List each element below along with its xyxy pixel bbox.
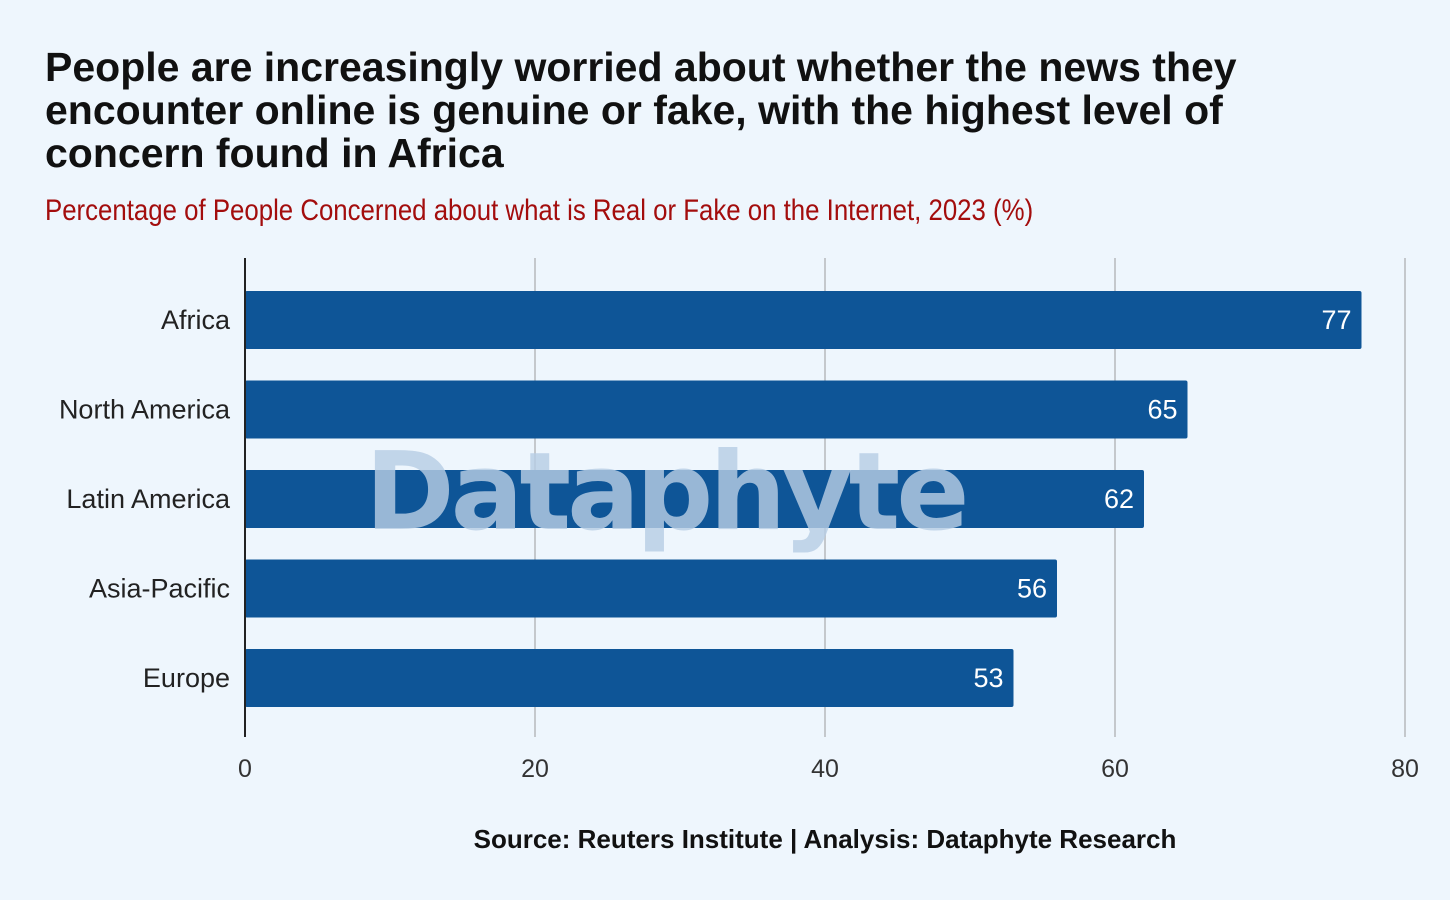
chart-title: People are increasingly worried about wh… bbox=[45, 44, 1237, 176]
category-label: Asia-Pacific bbox=[89, 574, 230, 604]
category-label: Europe bbox=[143, 663, 230, 693]
data-label: 56 bbox=[1017, 574, 1047, 604]
x-tick-label: 20 bbox=[521, 755, 549, 783]
bar bbox=[245, 559, 1057, 618]
x-tick-label: 80 bbox=[1391, 755, 1419, 783]
x-tick-label: 40 bbox=[811, 755, 839, 783]
category-labels: Africa North America Latin America Asia-Pac… bbox=[59, 305, 231, 693]
data-label: 62 bbox=[1104, 484, 1134, 514]
x-tick-label: 60 bbox=[1101, 755, 1129, 783]
bar bbox=[245, 649, 1014, 707]
data-label: 53 bbox=[973, 663, 1003, 693]
source-caption: Source: Reuters Institute | Analysis: Da… bbox=[473, 824, 1177, 854]
bar bbox=[245, 291, 1362, 349]
data-label: 65 bbox=[1147, 395, 1177, 425]
x-tick-label: 0 bbox=[238, 755, 252, 783]
data-label: 77 bbox=[1321, 305, 1351, 335]
category-label: North America bbox=[59, 395, 231, 425]
bar bbox=[245, 380, 1188, 439]
chart-subtitle: Percentage of People Concerned about wha… bbox=[45, 194, 1034, 227]
x-axis-ticks: 0 20 40 60 80 bbox=[238, 755, 1419, 783]
bar bbox=[245, 470, 1144, 528]
category-label: Latin America bbox=[66, 484, 231, 514]
bars: 77 65 62 56 53 bbox=[245, 291, 1362, 707]
category-label: Africa bbox=[161, 305, 231, 335]
